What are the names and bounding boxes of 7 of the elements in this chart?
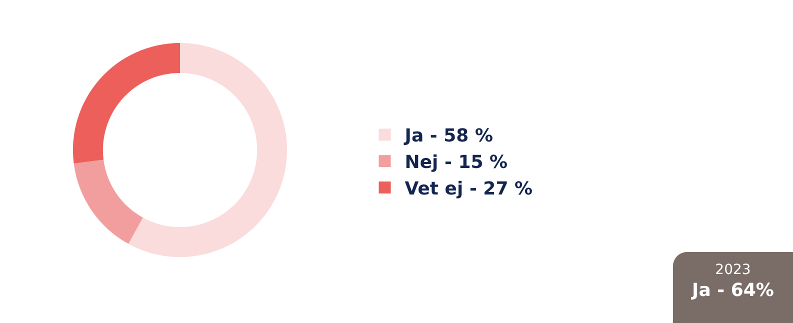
legend-label: Vet ej - 27 % [404, 178, 533, 200]
legend-label: Nej - 15 % [404, 152, 508, 174]
label-card: 2023 Ja - 64% [673, 252, 793, 323]
donut-slice [72, 42, 180, 164]
donut-slice [128, 42, 287, 258]
legend-label: Ja - 58 % [402, 126, 493, 147]
donut-slice [74, 160, 143, 244]
